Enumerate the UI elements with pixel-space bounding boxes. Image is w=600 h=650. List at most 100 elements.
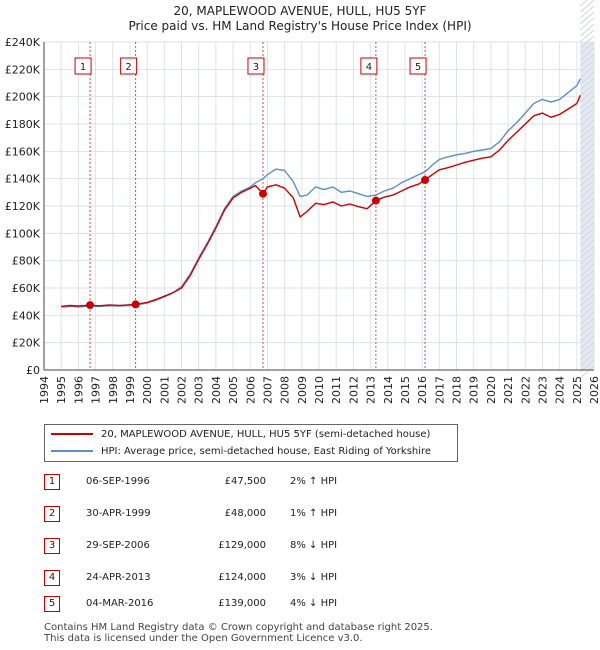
y-tick-label: £240K [5, 36, 41, 49]
sale-price: £124,000 [218, 572, 266, 583]
sale-price: £47,500 [224, 476, 266, 487]
x-tick-label: 2015 [399, 376, 412, 404]
future-shade-hatch [579, 305, 595, 319]
legend-item-price: 20, MAPLEWOOD AVENUE, HULL, HU5 5YF (sem… [51, 427, 430, 443]
future-shade-hatch [579, 173, 595, 187]
future-shade-hatch [579, 155, 595, 169]
sale-marker-label: 2 [125, 62, 131, 73]
y-tick-label: £120K [5, 200, 41, 213]
future-shade-hatch [579, 299, 595, 313]
series-line-price-paid [61, 95, 581, 308]
x-tick-label: 2017 [433, 376, 446, 404]
sale-point [421, 176, 430, 185]
sale-date: 30-APR-1999 [86, 508, 151, 519]
x-tick-label: 2009 [296, 376, 309, 404]
sale-marker-label: 5 [415, 62, 421, 73]
x-tick-label: 2004 [210, 376, 223, 404]
y-tick-label: £100K [5, 227, 41, 240]
future-shade-hatch [579, 35, 595, 49]
y-tick-label: £160K [5, 145, 41, 158]
footer-line-2: This data is licensed under the Open Gov… [44, 633, 363, 644]
future-shade-hatch [579, 341, 595, 355]
y-tick-label: £60K [12, 282, 41, 295]
x-tick-label: 1994 [38, 376, 51, 404]
future-shade-hatch [579, 353, 595, 367]
sale-number-badge: 1 [44, 474, 60, 490]
future-shade-hatch [579, 251, 595, 265]
sale-date: 06-SEP-1996 [86, 476, 150, 487]
sale-price: £129,000 [218, 540, 266, 551]
future-shade-hatch [579, 5, 595, 19]
sale-marker-lines-layer [89, 42, 426, 370]
x-tick-label: 1995 [55, 376, 68, 404]
future-shade-hatch [579, 203, 595, 217]
future-shade-hatch [579, 149, 595, 163]
axes-layer: £0 £20K £40K £60K £80K £100K £120K £140K £160K £1… [5, 36, 600, 404]
sale-marker-box [74, 57, 92, 75]
sale-marker-box [360, 57, 378, 75]
sale-marker-box [120, 57, 138, 75]
future-shade-hatch [579, 263, 595, 277]
future-shade-hatch [579, 119, 595, 133]
future-shade-hatch [579, 287, 595, 301]
sale-number-badge: 3 [44, 538, 60, 554]
future-shade-hatch [579, 179, 595, 193]
sale-marker-label: 4 [366, 62, 372, 73]
x-tick-label: 1999 [124, 376, 137, 404]
sale-hpi-diff: 3% ↓ HPI [290, 572, 338, 583]
footer-line-1: Contains HM Land Registry data © Crown c… [44, 622, 433, 633]
future-shade-hatch [579, 239, 595, 253]
sale-price: £48,000 [224, 508, 266, 519]
future-shade-hatch [579, 29, 595, 43]
x-tick-label: 1998 [107, 376, 120, 404]
future-shade-hatch [579, 275, 595, 289]
future-shade-hatch [579, 65, 595, 79]
x-tick-label: 1997 [90, 376, 103, 404]
sale-number-badge: 4 [44, 570, 60, 586]
future-shade-layer [579, 0, 595, 379]
future-shade-hatch [579, 209, 595, 223]
future-shade-hatch [579, 83, 595, 97]
x-tick-label: 2022 [519, 376, 532, 404]
sale-date: 29-SEP-2006 [86, 540, 150, 551]
x-tick-label: 2026 [588, 376, 600, 404]
future-shade-hatch [579, 227, 595, 241]
sale-points-layer [86, 176, 430, 310]
sale-point [86, 301, 95, 310]
future-shade-hatch [579, 365, 595, 379]
y-tick-label: £180K [5, 118, 41, 131]
x-tick-label: 2010 [313, 376, 326, 404]
sale-date: 24-APR-2013 [86, 572, 151, 583]
sale-marker-labels-layer: 1 2 3 4 5 [74, 57, 427, 75]
future-shade-hatch [579, 233, 595, 247]
grid-layer [43, 41, 595, 371]
x-tick-label: 2020 [485, 376, 498, 404]
series-layer [61, 78, 581, 308]
x-tick-label: 2019 [468, 376, 481, 404]
future-shade-hatch [579, 77, 595, 91]
y-tick-label: £20K [12, 337, 41, 350]
future-shade-hatch [579, 311, 595, 325]
x-tick-label: 2002 [176, 376, 189, 404]
sale-marker-label: 3 [253, 62, 259, 73]
future-shade-hatch [579, 47, 595, 61]
x-tick-label: 2024 [554, 376, 567, 404]
y-tick-label: £80K [12, 255, 41, 268]
y-tick-label: £140K [5, 173, 41, 186]
future-shade-hatch [579, 17, 595, 31]
future-shade-hatch [579, 0, 588, 7]
sale-hpi-diff: 1% ↑ HPI [290, 508, 338, 519]
x-tick-label: 2011 [330, 376, 343, 404]
future-shade-hatch [579, 281, 595, 295]
future-shade-hatch [579, 257, 595, 271]
future-shade-hatch [579, 317, 595, 331]
chart-title: 20, MAPLEWOOD AVENUE, HULL, HU5 5YF [173, 4, 427, 18]
sale-point [371, 196, 380, 205]
x-tick-label: 2013 [365, 376, 378, 404]
sale-number-badge: 5 [44, 596, 60, 612]
future-shade-hatch [579, 197, 595, 211]
future-shade-hatch [579, 53, 595, 67]
x-tick-label: 2000 [141, 376, 154, 404]
future-shade-hatch [579, 347, 595, 361]
